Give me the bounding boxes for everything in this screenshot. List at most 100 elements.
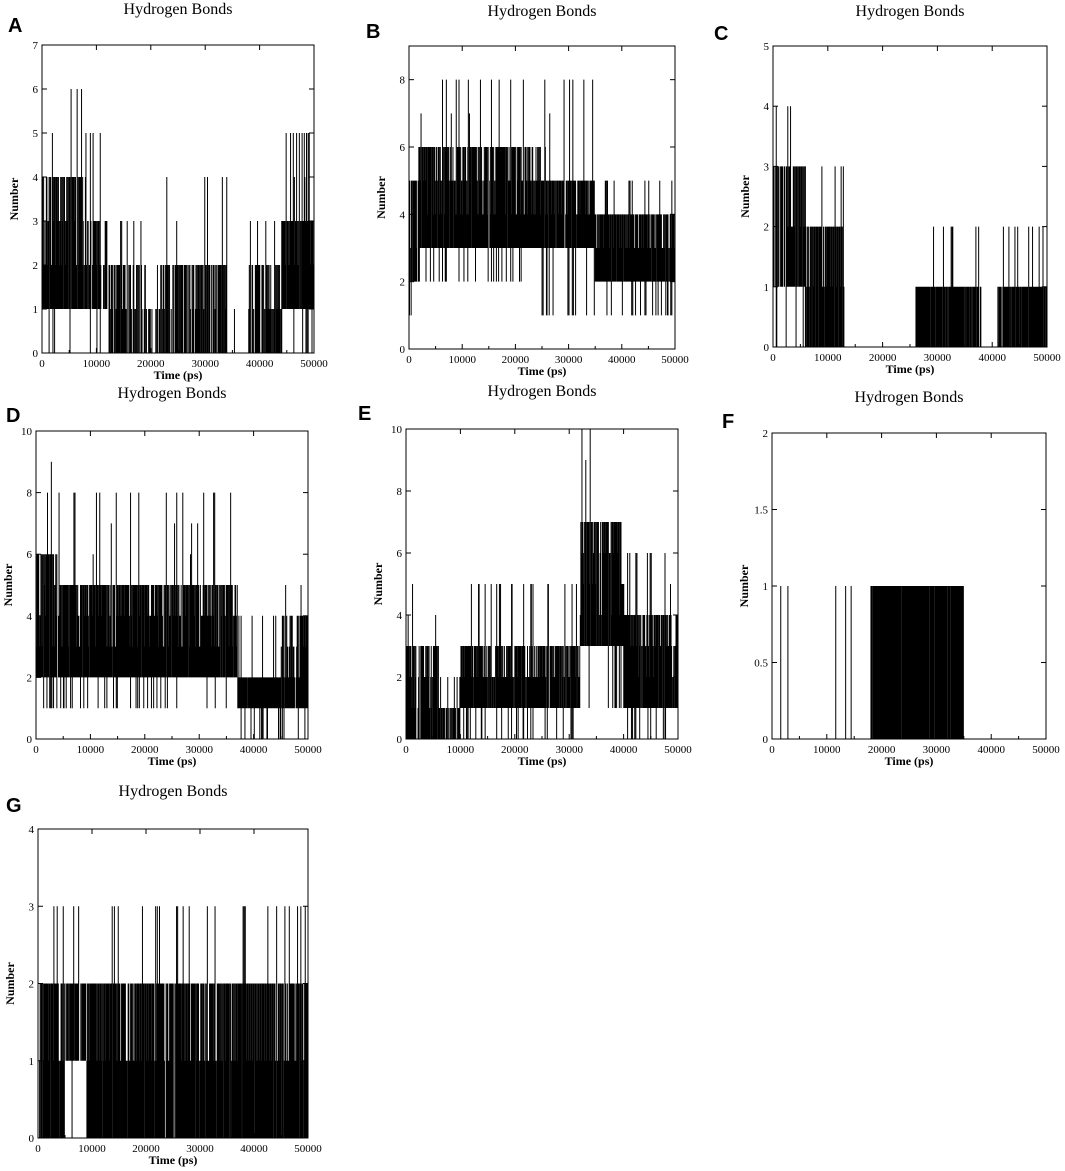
x-tick-label: 20000 (502, 354, 530, 366)
x-tick-label: 30000 (555, 744, 583, 756)
y-tick-label: 0.5 (754, 658, 768, 670)
y-tick-label: 4 (33, 172, 39, 184)
y-tick-label: 1 (764, 282, 770, 294)
y-tick-label: 1 (33, 304, 39, 316)
x-tick-label: 30000 (923, 744, 951, 756)
y-tick-label: 4 (397, 610, 403, 622)
y-tick-label: 3 (764, 161, 770, 173)
y-tick-label: 6 (33, 84, 39, 96)
y-tick-label: 2 (29, 979, 35, 991)
y-tick-label: 8 (400, 75, 406, 87)
y-tick-label: 8 (27, 488, 33, 500)
x-tick-label: 40000 (978, 352, 1006, 364)
y-tick-label: 2 (33, 260, 39, 272)
y-axis-label: Number (3, 962, 17, 1005)
y-tick-label: 0 (764, 342, 770, 354)
y-tick-label: 10 (21, 426, 33, 438)
x-tick-label: 40000 (608, 354, 636, 366)
x-axis-label: Time (ps) (885, 754, 934, 768)
x-tick-label: 50000 (294, 1143, 322, 1155)
x-tick-label: 50000 (664, 744, 692, 756)
x-tick-label: 20000 (869, 352, 897, 364)
y-tick-label: 7 (33, 40, 39, 52)
x-tick-label: 10000 (448, 354, 476, 366)
x-tick-label: 50000 (1033, 352, 1061, 364)
y-tick-label: 0 (763, 734, 769, 746)
x-tick-label: 50000 (294, 744, 322, 756)
y-tick-label: 2 (763, 428, 769, 440)
x-axis-label: Time (ps) (149, 1153, 198, 1167)
panel-letter: A (8, 15, 23, 37)
x-tick-label: 40000 (977, 744, 1005, 756)
panel-letter: F (722, 411, 735, 433)
x-axis-label: Time (ps) (886, 362, 935, 376)
x-tick-label: 10000 (814, 352, 842, 364)
x-tick-label: 0 (769, 744, 775, 756)
x-axis-label: Time (ps) (154, 368, 203, 382)
y-tick-label: 6 (397, 548, 403, 560)
y-tick-label: 6 (27, 549, 33, 561)
y-axis-label: Number (738, 175, 752, 218)
panel-letter: C (714, 23, 729, 45)
y-tick-label: 2 (764, 222, 770, 234)
x-tick-label: 10000 (83, 358, 111, 370)
x-tick-label: 20000 (132, 1143, 160, 1155)
x-tick-label: 0 (403, 744, 409, 756)
chart-f: 0 10000 20000 30000 40000 50000 0 0.5 1 1.5 2 Time … (737, 428, 1060, 768)
x-tick-label: 20000 (131, 744, 159, 756)
y-axis-label: Number (7, 177, 21, 220)
y-tick-label: 0 (400, 344, 406, 356)
y-tick-label: 2 (400, 277, 406, 289)
x-tick-label: 10000 (77, 744, 105, 756)
y-tick-label: 4 (764, 101, 770, 113)
panel-letter: B (366, 21, 381, 43)
y-axis-label: Number (371, 562, 385, 605)
x-tick-label: 30000 (185, 744, 213, 756)
chart-title: Hydrogen Bonds (118, 783, 228, 800)
y-tick-label: 1.5 (754, 505, 768, 517)
y-axis-label: Number (737, 564, 751, 607)
y-tick-label: 6 (400, 142, 406, 154)
y-tick-label: 2 (397, 672, 403, 684)
y-tick-label: 4 (27, 611, 33, 623)
chart-b: 0 10000 20000 30000 40000 50000 0 2 4 6 8 Time (ps)… (374, 45, 689, 378)
series-trace (780, 586, 964, 739)
x-tick-label: 30000 (186, 1143, 214, 1155)
chart-g: 0 10000 20000 30000 40000 50000 0 1 2 3 4 Time (ps)… (3, 824, 322, 1167)
x-tick-label: 50000 (1032, 744, 1060, 756)
x-tick-label: 10000 (813, 744, 841, 756)
x-tick-label: 40000 (246, 358, 274, 370)
y-tick-label: 1 (763, 581, 769, 593)
x-tick-label: 30000 (191, 358, 219, 370)
y-tick-label: 0 (33, 348, 39, 360)
y-tick-label: 1 (29, 1056, 35, 1068)
data-series (39, 906, 308, 1138)
y-tick-label: 10 (391, 424, 403, 436)
x-tick-label: 30000 (924, 352, 952, 364)
x-tick-label: 20000 (137, 358, 165, 370)
y-tick-label: 0 (397, 734, 403, 746)
y-tick-label: 4 (29, 824, 35, 836)
x-axis-label: Time (ps) (518, 754, 567, 768)
chart-title: Hydrogen Bonds (123, 1, 233, 18)
x-tick-label: 20000 (868, 744, 896, 756)
y-tick-label: 5 (33, 128, 39, 140)
chart-title: Hydrogen Bonds (854, 389, 964, 406)
x-tick-label: 40000 (240, 744, 268, 756)
x-tick-label: 40000 (240, 1143, 268, 1155)
y-tick-label: 0 (29, 1133, 35, 1145)
panel-letter: D (6, 405, 21, 427)
y-tick-label: 3 (29, 901, 35, 913)
y-tick-label: 8 (397, 486, 403, 498)
panel-letter: G (6, 795, 22, 817)
x-axis-label: Time (ps) (148, 754, 197, 768)
chart-title: Hydrogen Bonds (855, 3, 965, 20)
y-tick-label: 5 (764, 41, 770, 53)
x-tick-label: 0 (39, 358, 45, 370)
chart-d: 0 10000 20000 30000 40000 50000 0 2 4 6 8 10 Time (p… (1, 426, 322, 768)
x-tick-label: 0 (35, 1143, 41, 1155)
chart-c: 0 10000 20000 30000 40000 50000 0 1 2 3 4 5 Time (ps… (738, 41, 1061, 376)
x-tick-label: 30000 (555, 354, 583, 366)
y-axis-label: Number (374, 176, 388, 219)
chart-e: 0 10000 20000 30000 40000 50000 0 2 4 6 8 10 Time (p… (371, 424, 692, 768)
